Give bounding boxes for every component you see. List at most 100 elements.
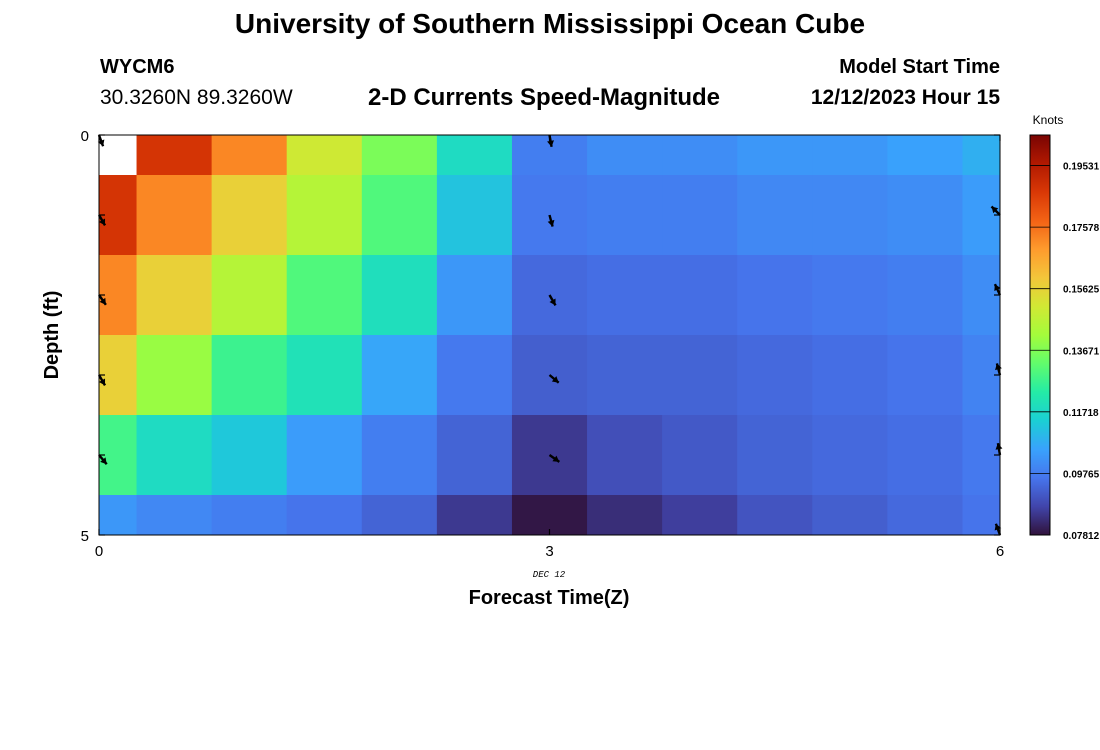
y-tick-label: 0 bbox=[81, 128, 89, 145]
heatmap-cell bbox=[436, 175, 513, 256]
heatmap-cell bbox=[286, 255, 363, 336]
current-vector-arrow bbox=[995, 363, 1002, 376]
heatmap-cell bbox=[136, 135, 213, 176]
heatmap-cell bbox=[136, 335, 213, 416]
x-tick-label: 3 bbox=[545, 543, 553, 560]
heatmap-cell bbox=[361, 135, 438, 176]
colorbar-tick-label: 0.15625 bbox=[1063, 285, 1100, 296]
heatmap-cell bbox=[737, 415, 813, 496]
heatmap-cell bbox=[812, 415, 888, 496]
heatmap-cell bbox=[812, 495, 888, 536]
heatmap-cell bbox=[361, 415, 438, 496]
axis-tick-labels: 0 3 605 bbox=[81, 128, 1005, 560]
heatmap-cell bbox=[662, 255, 738, 336]
colorbar-title: Knots bbox=[1033, 113, 1064, 127]
heatmap-cell bbox=[662, 175, 738, 256]
heatmap-cell bbox=[361, 255, 438, 336]
colorbar-tick-label: 0.13671 bbox=[1063, 346, 1100, 357]
current-vector-arrow bbox=[990, 205, 1001, 216]
heatmap-cell bbox=[737, 135, 813, 176]
heatmap-cell bbox=[436, 495, 513, 536]
heatmap-cell bbox=[99, 175, 138, 256]
current-vector-arrow bbox=[548, 294, 557, 306]
heatmap-cell bbox=[511, 495, 588, 536]
current-vector-arrow bbox=[97, 374, 107, 386]
heatmap-cell bbox=[436, 335, 513, 416]
heatmap-cell bbox=[286, 135, 363, 176]
heatmap-cell bbox=[286, 175, 363, 256]
heatmap-cell bbox=[211, 255, 288, 336]
heatmap-cell bbox=[737, 255, 813, 336]
heatmap-cell bbox=[587, 175, 663, 256]
heatmap-cell bbox=[99, 335, 138, 416]
heatmap-cell bbox=[99, 135, 138, 176]
heatmap-cell bbox=[887, 255, 963, 336]
heatmap-cell bbox=[812, 255, 888, 336]
heatmap-cell bbox=[587, 415, 663, 496]
heatmap-cell bbox=[587, 335, 663, 416]
colorbar: Knots 0.19531 0.17578 0.15625 0.13671 0.1171… bbox=[1029, 113, 1100, 542]
current-vector-arrow bbox=[98, 454, 108, 465]
heatmap-cell bbox=[962, 495, 1001, 536]
heatmap-cell bbox=[962, 135, 1001, 176]
colorbar-tick-label: 0.19531 bbox=[1063, 162, 1100, 173]
heatmap-cell bbox=[887, 135, 963, 176]
heatmap-cell bbox=[136, 255, 213, 336]
heatmap-cell bbox=[812, 135, 888, 176]
y-tick-label: 5 bbox=[81, 528, 89, 545]
colorbar-tick-label: 0.17578 bbox=[1063, 223, 1100, 234]
current-vector-arrow bbox=[98, 294, 107, 306]
y-axis-title: Depth (ft) bbox=[41, 291, 63, 380]
heatmap-cell bbox=[361, 335, 438, 416]
heatmap-cell bbox=[737, 495, 813, 536]
colorbar-tick-label: 0.11718 bbox=[1063, 408, 1099, 419]
heatmap-cell bbox=[211, 335, 288, 416]
heatmap-cell bbox=[587, 255, 663, 336]
current-vector-arrow bbox=[548, 374, 560, 384]
model-start-label: Model Start Time bbox=[839, 56, 1000, 78]
heatmap-cells bbox=[99, 135, 1001, 536]
heatmap-cell bbox=[286, 415, 363, 496]
x-tick-label: 6 bbox=[996, 543, 1004, 560]
heatmap-cell bbox=[662, 335, 738, 416]
heatmap-cell bbox=[99, 495, 138, 536]
x-axis-title: Forecast Time(Z) bbox=[469, 587, 630, 609]
heatmap-cell bbox=[136, 415, 213, 496]
current-vectors bbox=[97, 134, 1003, 536]
heatmap-cell bbox=[436, 135, 513, 176]
colorbar-ticks: 0.19531 0.17578 0.15625 0.13671 0.11718 0.097… bbox=[1030, 162, 1100, 542]
current-vector-arrow bbox=[994, 523, 1002, 536]
heatmap-cell bbox=[737, 175, 813, 256]
x-tick-label: 0 bbox=[95, 543, 103, 560]
heatmap-cell bbox=[211, 495, 288, 536]
x-date-label: DEC 12 bbox=[533, 570, 566, 580]
heatmap-cell bbox=[887, 335, 963, 416]
heatmap-cell bbox=[136, 495, 213, 536]
heatmap-cell bbox=[662, 415, 738, 496]
chart-subtitle: 2-D Currents Speed-Magnitude bbox=[368, 84, 721, 111]
heatmap-cell bbox=[887, 495, 963, 536]
heatmap-cell bbox=[587, 135, 663, 176]
current-vector-arrow bbox=[993, 283, 1002, 296]
heatmap-cell bbox=[887, 175, 963, 256]
heatmap-cell bbox=[812, 335, 888, 416]
heatmap-cell bbox=[662, 135, 738, 176]
heatmap-cell bbox=[99, 415, 138, 496]
heatmap-cell bbox=[211, 135, 288, 176]
heatmap-cell bbox=[286, 335, 363, 416]
heatmap-cell bbox=[361, 495, 438, 536]
heatmap-cell bbox=[812, 175, 888, 256]
heatmap-cell bbox=[662, 495, 738, 536]
heatmap-cell bbox=[436, 255, 513, 336]
heatmap-cell bbox=[136, 175, 213, 256]
colorbar-gradient bbox=[1029, 134, 1051, 536]
colorbar-tick-label: 0.07812 bbox=[1063, 531, 1100, 542]
current-vector-arrow bbox=[97, 214, 107, 226]
heatmap-cell bbox=[737, 335, 813, 416]
current-vector-arrow bbox=[547, 214, 555, 227]
heatmap-cell bbox=[99, 255, 138, 336]
current-vector-arrow bbox=[547, 134, 554, 148]
current-vector-arrow bbox=[548, 454, 561, 463]
